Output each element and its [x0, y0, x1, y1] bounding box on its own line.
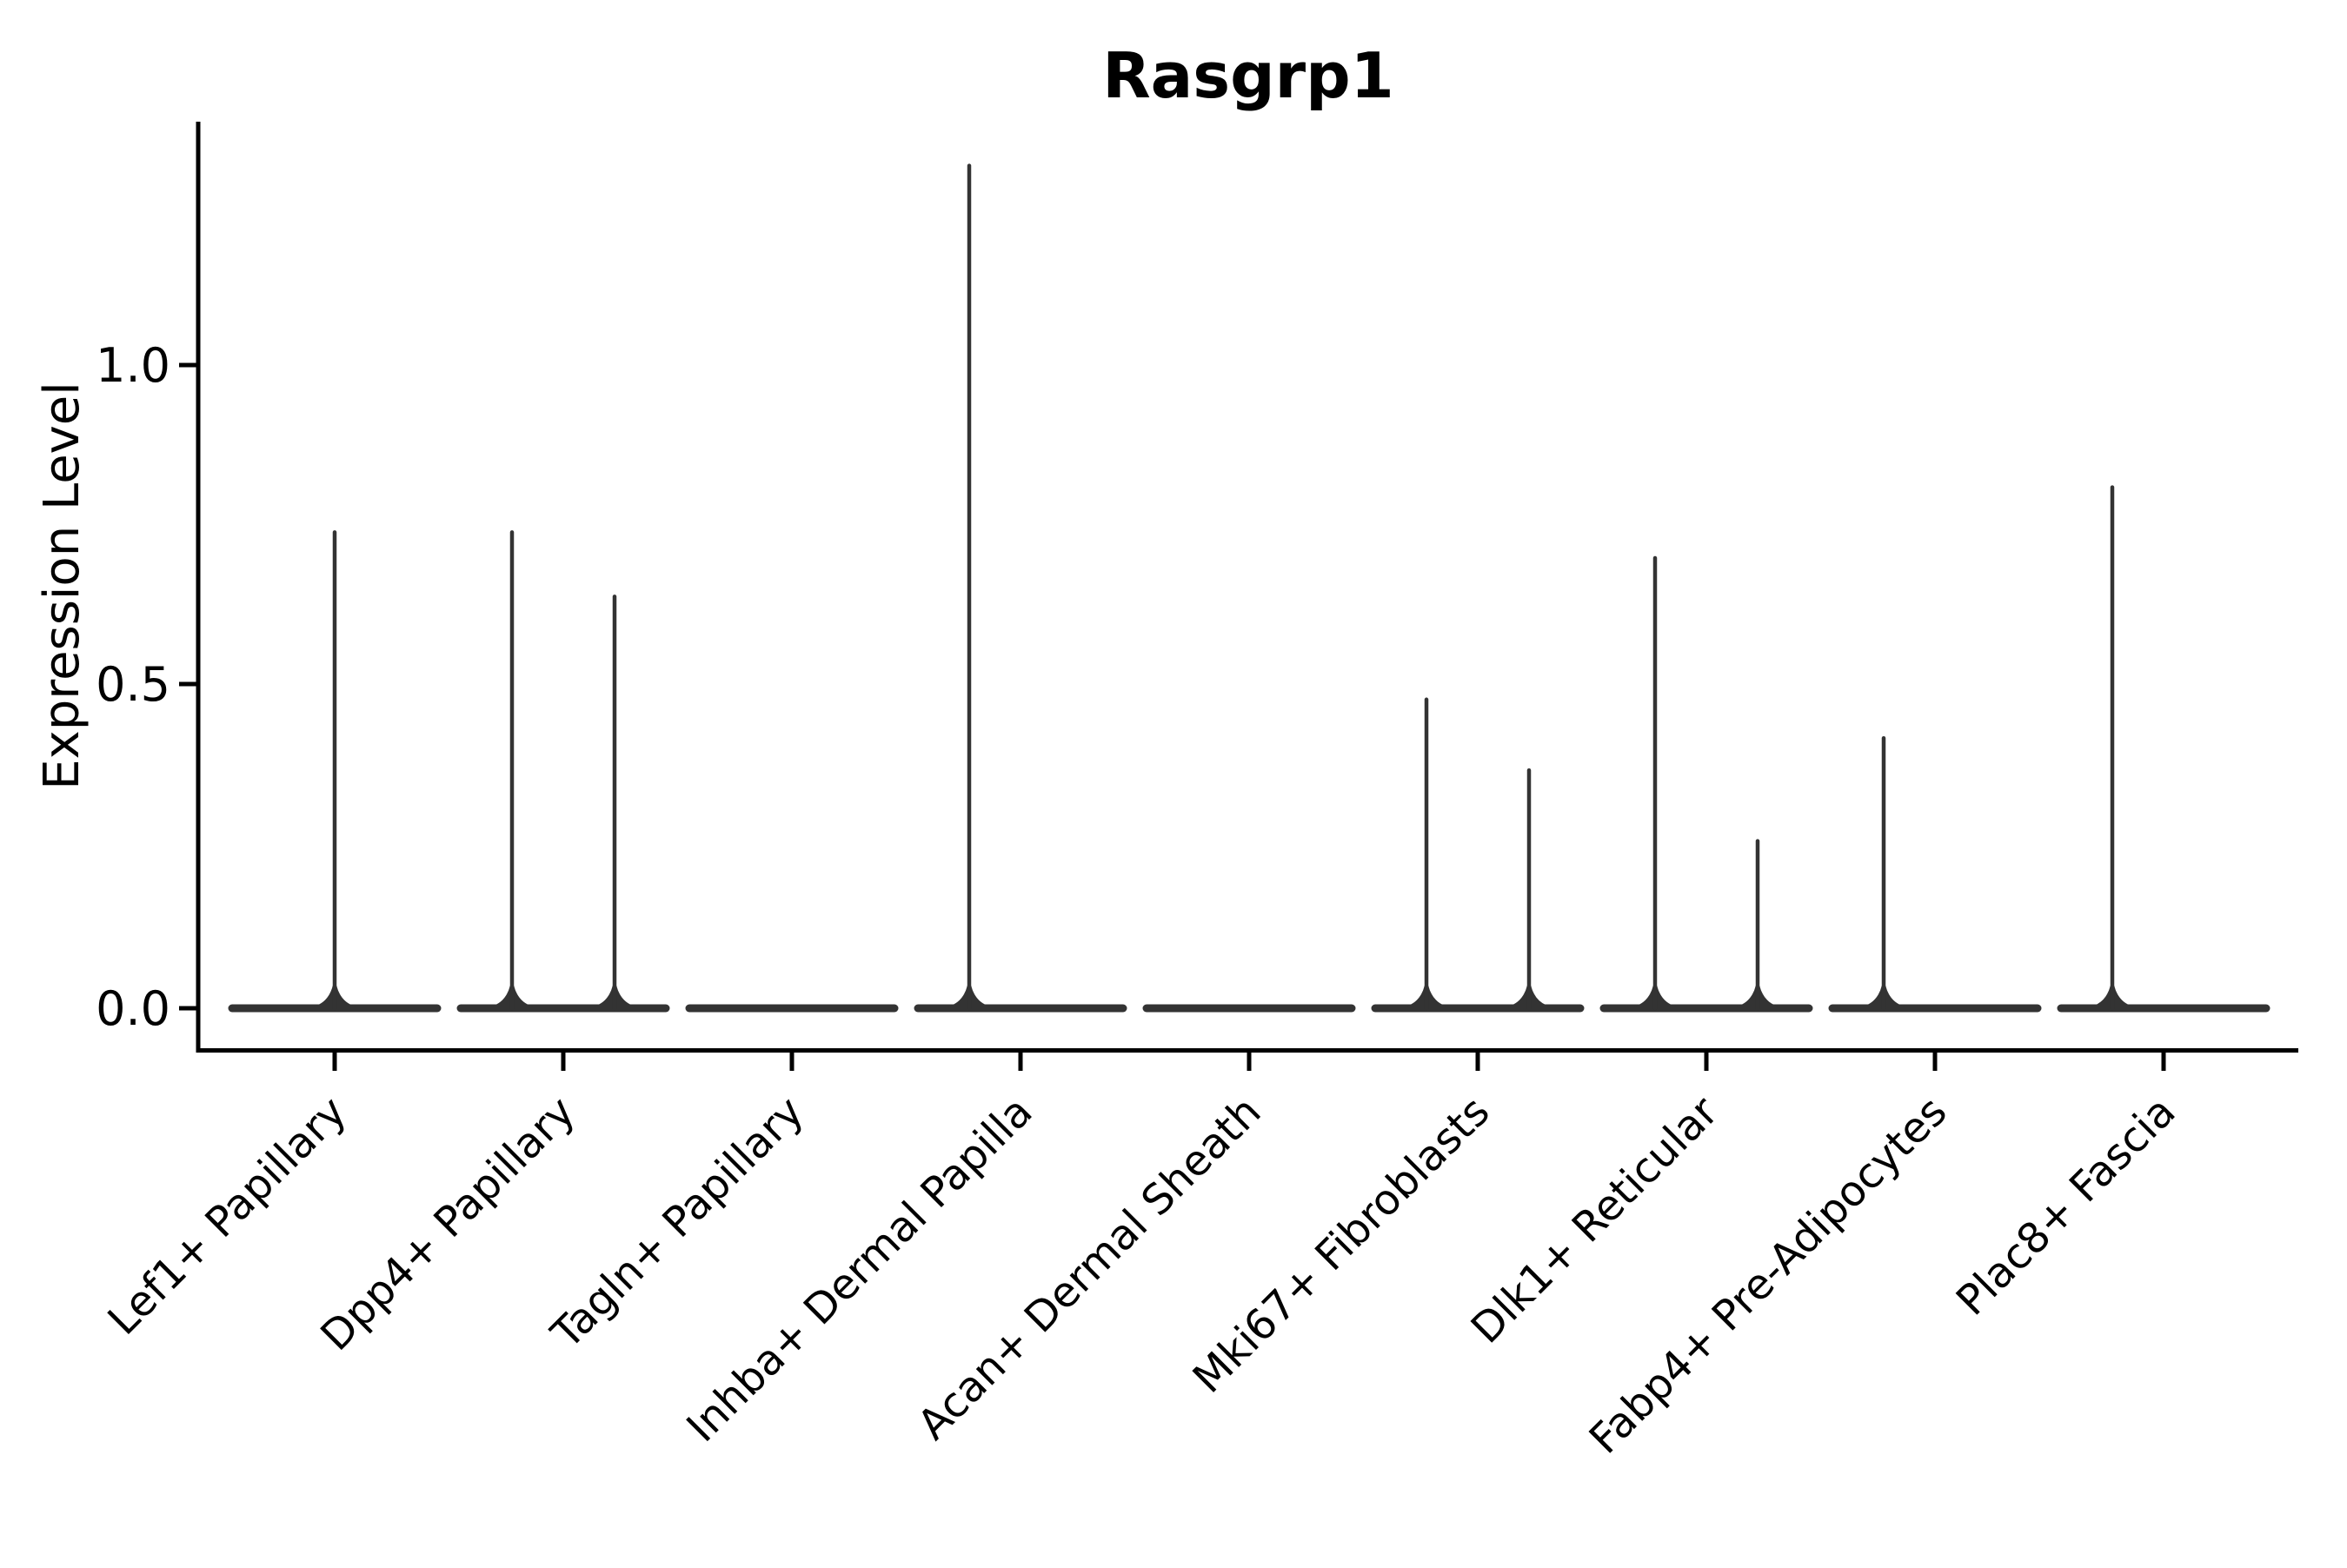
- xtick-label-dpp4: Dpp4+ Papillary: [311, 1087, 584, 1360]
- ytick-label-0: 0.0: [96, 981, 170, 1036]
- violins-layer: [228, 163, 2271, 1013]
- x-tick-marks: [332, 1053, 2166, 1071]
- ytick-label-0-5: 0.5: [96, 657, 170, 712]
- y-tick-marks: [179, 362, 196, 1011]
- xtick-label-dlk1: Dlk1+ Reticular: [1462, 1087, 1728, 1353]
- ytick-label-1-0: 1.0: [96, 338, 170, 393]
- chart-title: Rasgrp1: [1102, 39, 1394, 112]
- xtick-label-plac8: Plac8+ Fascia: [1947, 1087, 2185, 1325]
- y-axis-label: Expression Level: [34, 382, 90, 790]
- xtick-label-lef1: Lef1+ Papillary: [99, 1087, 356, 1345]
- xtick-label-tagln: Tagln+ Papillary: [542, 1087, 813, 1359]
- x-tick-labels: Lef1+ Papillary Dpp4+ Papillary Tagln+ P…: [99, 1087, 2185, 1464]
